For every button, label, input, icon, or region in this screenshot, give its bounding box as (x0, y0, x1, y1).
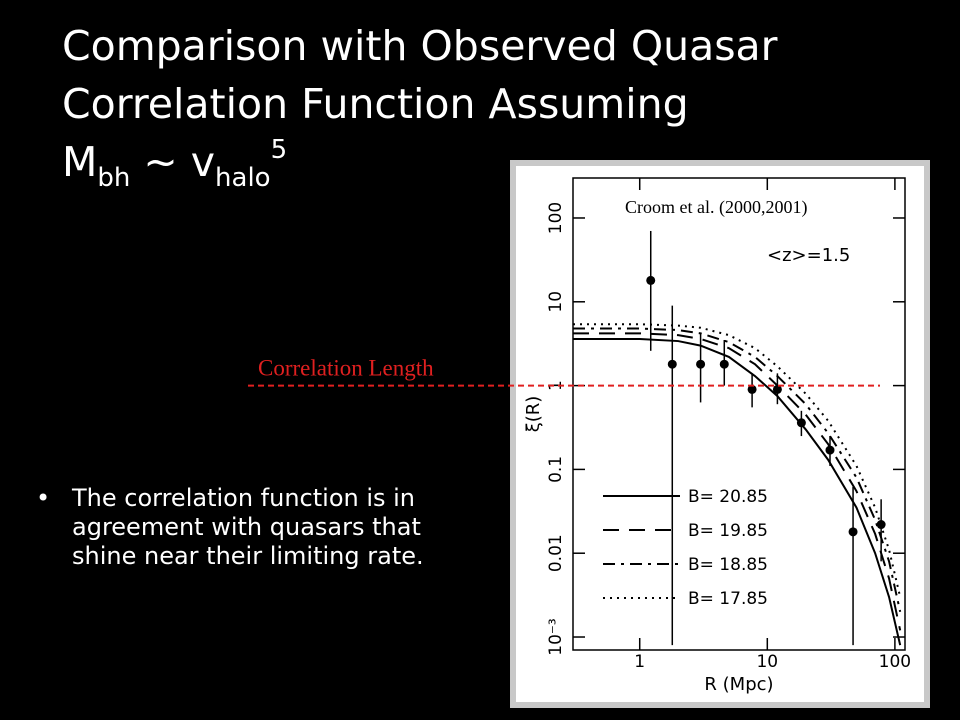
data-point (696, 359, 706, 369)
formula-sup: 5 (271, 135, 288, 165)
y-tick-label: 10⁻³ (546, 618, 566, 655)
formula-sub: halo (215, 163, 271, 193)
data-point (848, 527, 858, 537)
annotation: Croom et al. (2000,2001) (625, 197, 807, 218)
figure-panel (516, 166, 924, 702)
data-point (667, 359, 677, 369)
data-point (772, 384, 782, 394)
plot-area (572, 177, 906, 651)
data-point (747, 384, 757, 394)
y-tick-label: 1 (546, 380, 566, 391)
x-tick-label: 10 (756, 652, 778, 672)
x-axis-label: R (Mpc) (704, 674, 773, 695)
legend-label: B= 17.85 (688, 589, 768, 609)
y-axis-label: ξ(R) (523, 396, 544, 433)
title-line: Correlation Function Assuming (62, 80, 689, 128)
formula-part: M (62, 138, 97, 186)
formula-sub: bh (97, 163, 130, 193)
title-line: Comparison with Observed Quasar (62, 22, 778, 70)
reference-label: Correlation Length (258, 356, 434, 381)
legend-label: B= 20.85 (688, 487, 768, 507)
y-tick-label: 0.01 (546, 534, 566, 572)
x-tick-label: 100 (879, 652, 911, 672)
legend-label: B= 19.85 (688, 521, 768, 541)
formula-part: ~ v (130, 138, 215, 186)
y-tick-label: 0.1 (546, 456, 566, 483)
data-point (825, 445, 835, 455)
legend-label: B= 18.85 (688, 555, 768, 575)
model-curve (573, 323, 902, 598)
title-formula: Mbh ~ vhalo5 (62, 135, 287, 193)
data-point (719, 359, 729, 369)
data-point (876, 520, 886, 530)
annotation: <z>=1.5 (767, 245, 850, 266)
data-point (646, 275, 656, 285)
x-tick-label: 1 (634, 652, 645, 672)
bullet-text: The correlation function is in agreement… (36, 484, 492, 571)
data-point (796, 418, 806, 428)
y-tick-label: 100 (546, 202, 566, 234)
y-tick-label: 10 (546, 291, 566, 313)
